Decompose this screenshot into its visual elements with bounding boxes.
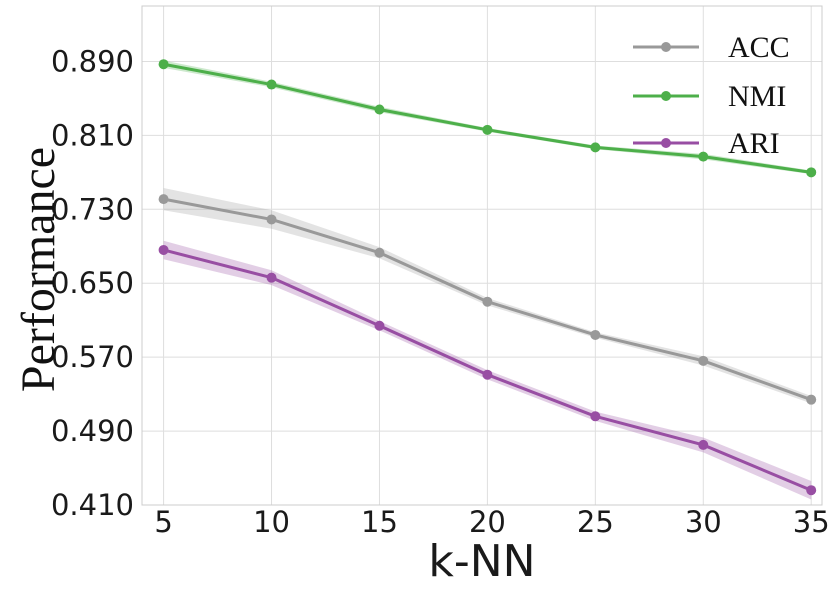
- legend-nmi-marker: [661, 91, 671, 101]
- nmi-point: [698, 151, 709, 162]
- y-axis-label: Performance: [12, 147, 65, 392]
- acc-point: [158, 194, 169, 205]
- ari-point: [698, 439, 709, 450]
- acc-point: [590, 329, 601, 340]
- acc-band: [163, 188, 812, 404]
- nmi-point: [266, 79, 277, 90]
- grid: [142, 6, 822, 506]
- x-tick-label: 35: [793, 505, 830, 539]
- nmi-point: [374, 104, 385, 115]
- y-tick-label: 0.410: [51, 488, 134, 522]
- x-axis-label: k-NN: [428, 536, 535, 587]
- ari-point: [266, 272, 277, 283]
- x-tick-label: 25: [577, 505, 614, 539]
- nmi-point: [806, 167, 817, 178]
- acc-point: [266, 214, 277, 225]
- legend-acc-marker: [661, 42, 671, 52]
- ari-point: [158, 244, 169, 255]
- y-tick-label: 0.570: [51, 340, 134, 374]
- x-tick-label: 5: [154, 505, 172, 539]
- x-tick-label: 20: [469, 505, 506, 539]
- nmi-point: [482, 124, 493, 135]
- x-tick-label: 30: [685, 505, 722, 539]
- x-tick-label: 15: [361, 505, 398, 539]
- legend-acc-label: ACC: [728, 31, 790, 64]
- ari-point: [374, 320, 385, 331]
- series-points: [158, 59, 817, 496]
- acc-point: [374, 247, 385, 258]
- acc-point: [806, 394, 817, 405]
- ari-point: [806, 485, 817, 496]
- legend-nmi-label: NMI: [728, 80, 786, 113]
- x-tick-label: 10: [253, 505, 290, 539]
- y-tick-label: 0.730: [51, 192, 134, 226]
- y-tick-label: 0.890: [51, 44, 134, 78]
- y-tick-label: 0.490: [51, 414, 134, 448]
- y-tick-label: 0.650: [51, 266, 134, 300]
- x-tick-labels: 5 10 15 20 25 30 35: [154, 505, 829, 539]
- legend-ari-label: ARI: [728, 127, 780, 160]
- acc-point: [482, 296, 493, 307]
- legend-ari-marker: [661, 138, 671, 148]
- plot-frame: [141, 5, 823, 506]
- legend: ACC NMI ARI: [633, 31, 790, 160]
- acc-point: [698, 355, 709, 366]
- y-tick-label: 0.810: [51, 118, 134, 152]
- nmi-point: [590, 142, 601, 153]
- nmi-point: [158, 59, 169, 70]
- y-tick-labels: 0.410 0.490 0.570 0.650 0.730 0.810 0.890: [51, 44, 134, 522]
- ari-point: [482, 369, 493, 380]
- ari-point: [590, 411, 601, 422]
